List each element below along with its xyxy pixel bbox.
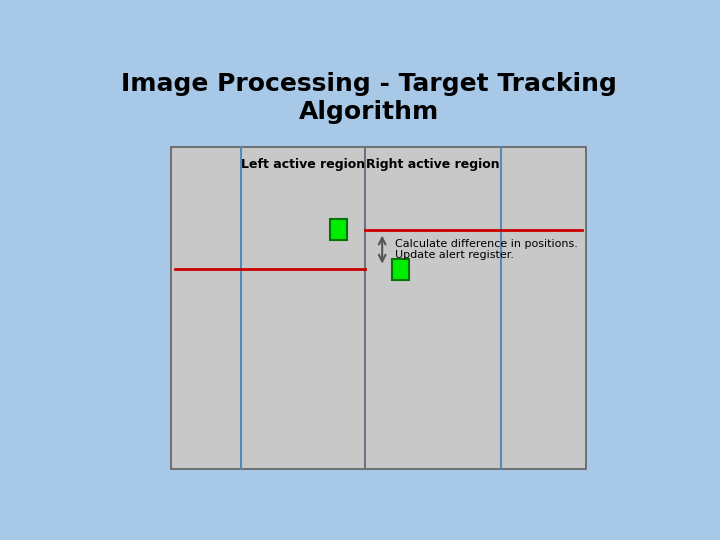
Text: Image Processing - Target Tracking
Algorithm: Image Processing - Target Tracking Algor… — [121, 72, 617, 124]
Bar — [392, 259, 409, 280]
Text: Right active region: Right active region — [366, 158, 500, 171]
Bar — [330, 219, 347, 240]
Bar — [171, 147, 586, 469]
Text: Calculate difference in positions.
Update alert register.: Calculate difference in positions. Updat… — [395, 239, 577, 260]
Text: Left active region: Left active region — [241, 158, 365, 171]
